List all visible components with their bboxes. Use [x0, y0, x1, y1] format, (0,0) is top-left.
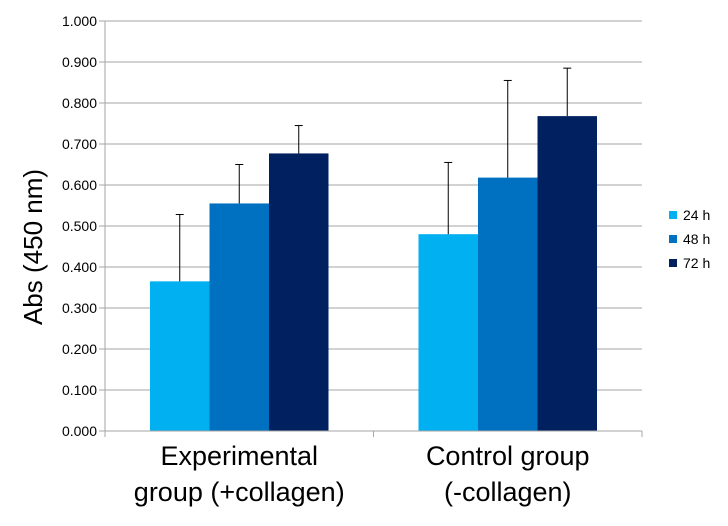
axes: [104, 21, 643, 437]
error-bars: [175, 67, 572, 282]
x-category-label: Control group: [426, 441, 590, 471]
y-tick-label: 0.800: [62, 95, 97, 111]
y-tick-label: 1.000: [62, 13, 97, 29]
y-tick-label: 0.300: [62, 300, 97, 316]
legend-label: 72 h: [683, 255, 710, 271]
y-tick-label: 0.600: [62, 177, 97, 193]
bars: [150, 116, 597, 432]
bar-72h-2: [537, 116, 597, 432]
legend-swatch: [669, 235, 677, 243]
legend-swatch: [669, 259, 677, 267]
legend-swatch: [669, 211, 677, 219]
y-tick-label: 0.400: [62, 259, 97, 275]
legend-label: 48 h: [683, 231, 710, 247]
y-axis-ticks: 0.000 0.100 0.200 0.300 0.400 0.500 0.600 0.700…: [62, 13, 97, 439]
legend: 24 h 48 h 72 h: [669, 207, 710, 271]
bar-24h-2: [418, 234, 478, 431]
y-tick-label: 0.000: [62, 423, 97, 439]
y-tick-label: 0.700: [62, 136, 97, 152]
y-axis-label: Abs (450 nm): [18, 169, 48, 325]
bar-48h-1: [209, 203, 269, 431]
y-tick-label: 0.900: [62, 54, 97, 70]
y-tick-label: 0.500: [62, 218, 97, 234]
legend-label: 24 h: [683, 207, 710, 223]
x-category-label: (-collagen): [444, 477, 572, 507]
x-category-label: group (+collagen): [134, 477, 345, 507]
y-tick-label: 0.100: [62, 382, 97, 398]
x-axis-categories: Experimental group (+collagen) Control gro…: [134, 441, 590, 507]
x-category-label: Experimental: [160, 441, 318, 471]
bar-24h-1: [150, 281, 210, 431]
bar-72h-1: [269, 153, 329, 431]
y-tick-label: 0.200: [62, 341, 97, 357]
bar-48h-2: [478, 177, 538, 431]
